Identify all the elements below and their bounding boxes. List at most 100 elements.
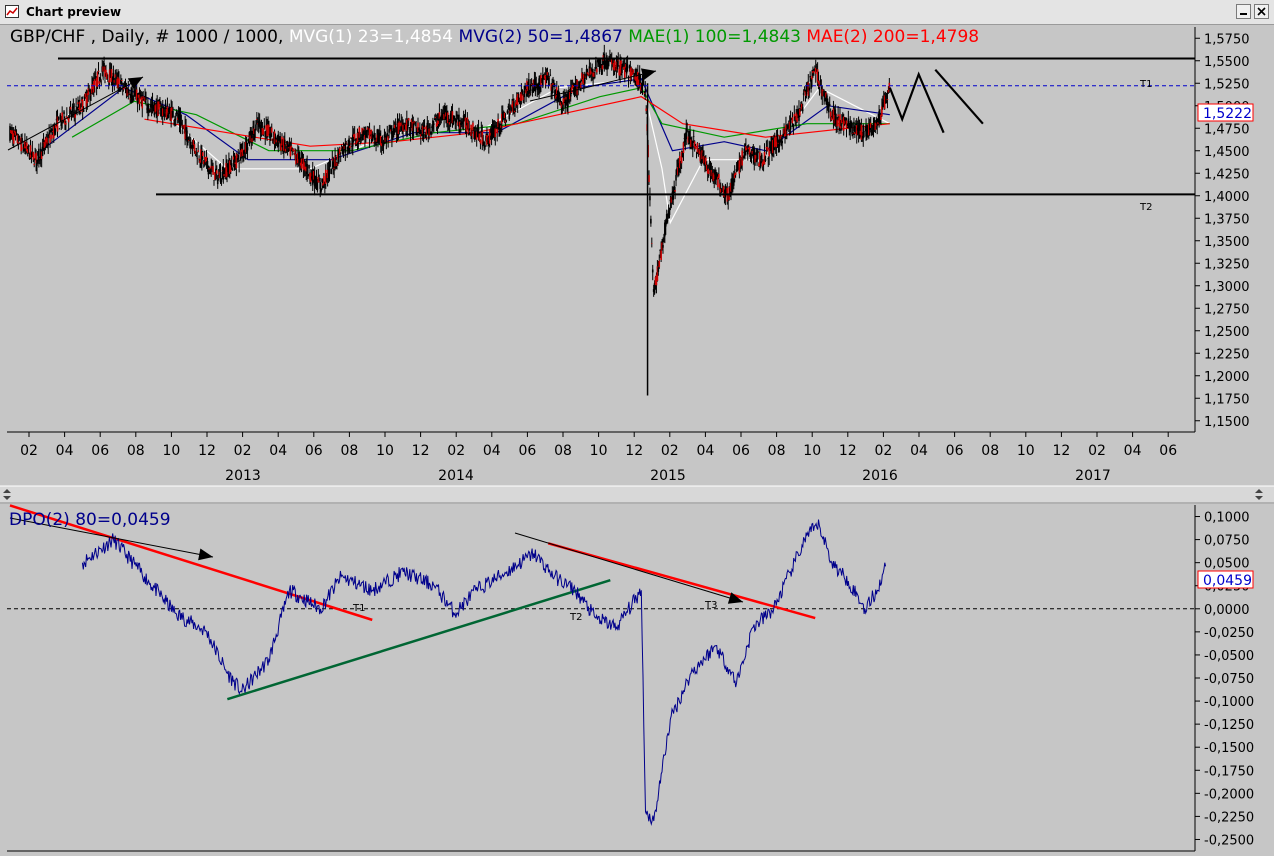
price-axis-tick-label: 1,4000	[1204, 190, 1250, 205]
mvg1-legend: MVG(1) 23=1,4854	[289, 27, 453, 47]
time-axis-month-label: 02	[661, 443, 679, 459]
time-axis-month-label: 08	[127, 443, 145, 459]
dpo-axis-tick-label: -0,2000	[1204, 787, 1254, 802]
price-axis-tick-label: 1,3250	[1204, 257, 1250, 272]
forecast-path-2	[934, 68, 984, 125]
dpo-trendline-1	[9, 504, 373, 622]
chart-canvas[interactable]: 1,57501,55001,52501,50001,47501,45001,42…	[0, 24, 1274, 856]
time-axis-month-label: 06	[946, 443, 964, 459]
dpo-series	[81, 519, 887, 826]
dpo-value-box	[1197, 570, 1254, 589]
time-axis-month-label: 12	[412, 443, 430, 459]
price-axis-tick-label: 1,3500	[1204, 235, 1250, 250]
price-panel-background	[7, 27, 1195, 432]
dpo-label-t1: T1	[352, 603, 365, 614]
dpo-axis-tick-label: -0,0250	[1204, 626, 1254, 641]
time-axis-month-label: 04	[269, 443, 287, 459]
dpo-axis-tick-label: -0,0750	[1204, 672, 1254, 687]
dpo-label-t2: T2	[569, 612, 582, 623]
price-axis-tick-label: 1,1750	[1204, 392, 1250, 407]
splitter-left-arrows-icon[interactable]	[3, 489, 11, 500]
price-candles	[9, 44, 891, 396]
dpo-axis-tick-label: -0,2500	[1204, 833, 1254, 848]
time-axis-month-label: 06	[1159, 443, 1177, 459]
price-axis-tick-label: 1,4250	[1204, 167, 1250, 182]
dpo-panel-background	[7, 505, 1195, 851]
time-axis-month-label: 12	[839, 443, 857, 459]
price-axis-tick-label: 1,3000	[1204, 280, 1250, 295]
dpo-axis-tick-label: -0,1750	[1204, 764, 1254, 779]
price-axis-ticks: 1,57501,55001,52501,50001,47501,45001,42…	[1195, 32, 1250, 430]
dpo-axis-tick-label: 0,1000	[1204, 511, 1250, 526]
symbol-label: GBP/CHF , Daily, # 1000 / 1000,	[10, 27, 289, 47]
dpo-axis-tick-label: 0,0000	[1204, 603, 1250, 618]
minimize-button[interactable]	[1236, 4, 1251, 19]
time-axis-month-label: 02	[874, 443, 892, 459]
price-axis-tick-label: 1,2750	[1204, 302, 1250, 317]
time-axis-month-label: 10	[803, 443, 821, 459]
time-axis-month-label: 12	[198, 443, 216, 459]
time-axis-month-label: 04	[1124, 443, 1142, 459]
ma-line-4	[144, 96, 890, 147]
trend-arrow-1-shaft	[7, 76, 144, 151]
dpo-axis-tick-label: 0,0500	[1204, 557, 1250, 572]
mae2-legend: MAE(2) 200=1,4798	[806, 27, 979, 47]
time-axis-month-label: 02	[234, 443, 252, 459]
time-axis-month-label: 04	[483, 443, 501, 459]
time-axis-month-label: 06	[518, 443, 536, 459]
time-axis: 02 04 06 08 10 12 02 04 06 08 10 12 02 04 06 08 10 12 02 04…	[20, 432, 1177, 484]
time-axis-month-label: 04	[56, 443, 74, 459]
dpo-label-t3: T3	[704, 600, 717, 611]
dpo-axis-ticks: 0,10000,07500,05000,02500,0000-0,0250-0,…	[1195, 511, 1254, 848]
dpo-axis-tick-label: -0,1500	[1204, 741, 1254, 756]
title-bar[interactable]: Chart preview	[0, 0, 1274, 25]
time-axis-year-label: 2014	[438, 468, 474, 484]
trend-arrow-2-shaft	[529, 70, 657, 102]
time-axis-month-label: 02	[20, 443, 38, 459]
time-axis-month-label: 08	[768, 443, 786, 459]
time-axis-year-label: 2013	[225, 468, 261, 484]
price-axis-tick-label: 1,1500	[1204, 415, 1250, 430]
dpo-arrow-1-head	[198, 548, 213, 561]
price-axis-tick-label: 1,2250	[1204, 347, 1250, 362]
level-label-t2: T2	[1139, 202, 1152, 213]
time-axis-year-label: 2016	[862, 468, 898, 484]
price-axis-tick-label: 1,5500	[1204, 55, 1250, 70]
forecast-path	[888, 71, 945, 134]
time-axis-month-label: 12	[625, 443, 643, 459]
level-label-t1: T1	[1139, 79, 1152, 90]
price-axis-tick-label: 1,2000	[1204, 370, 1250, 385]
price-axis-tick-label: 1,4750	[1204, 122, 1250, 137]
dpo-axis-tick-label: -0,1000	[1204, 695, 1254, 710]
dpo-panel-header: DPO(2) 80=0,0459	[9, 510, 171, 530]
price-axis-background	[1195, 27, 1274, 432]
dpo-annotations	[9, 517, 744, 604]
close-button[interactable]	[1254, 4, 1269, 19]
current-price-label: 1,5222	[1203, 106, 1252, 122]
panel-splitter[interactable]	[0, 486, 1274, 504]
time-axis-year-label: 2017	[1075, 468, 1111, 484]
trend-arrow-1-head	[127, 77, 143, 89]
time-axis-month-label: 06	[305, 443, 323, 459]
dpo-arrow-1-shaft	[9, 517, 214, 558]
time-axis-month-label: 06	[732, 443, 750, 459]
dpo-axis-tick-label: -0,0500	[1204, 649, 1254, 664]
time-axis-month-label: 06	[91, 443, 109, 459]
dpo-axis-tick-label: 0,0750	[1204, 534, 1250, 549]
time-axis-month-label: 08	[340, 443, 358, 459]
price-panel-header: GBP/CHF , Daily, # 1000 / 1000, MVG(1) 2…	[10, 27, 979, 47]
time-axis-month-label: 08	[981, 443, 999, 459]
time-axis-month-label: 10	[1017, 443, 1035, 459]
price-axis-tick-label: 1,2500	[1204, 325, 1250, 340]
dpo-line	[81, 519, 887, 826]
price-axis-tick-label: 1,4500	[1204, 145, 1250, 160]
horizontal-levels	[7, 57, 1195, 196]
dpo-trendline-2	[226, 579, 611, 701]
time-axis-month-label: 04	[910, 443, 928, 459]
splitter-right-arrows-icon[interactable]	[1255, 489, 1263, 500]
price-axis-tick-label: 1,3750	[1204, 212, 1250, 227]
dpo-trendlines	[9, 504, 816, 701]
time-axis-year-label: 2015	[650, 468, 686, 484]
dpo-trendline-3	[547, 542, 816, 620]
